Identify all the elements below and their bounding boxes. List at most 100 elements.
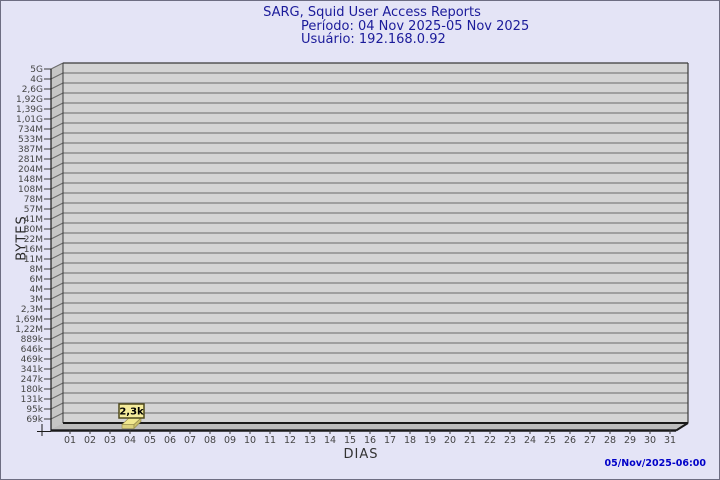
y-tick-label: 22M — [24, 235, 43, 245]
y-tick-label: 108M — [18, 185, 43, 195]
chart-floor — [51, 423, 688, 429]
x-tick-label: 29 — [624, 435, 636, 446]
x-tick-label: 02 — [84, 435, 96, 446]
wall-gridline — [50, 312, 64, 320]
y-tick-label: 646k — [21, 345, 44, 355]
x-tick-label: 07 — [184, 435, 196, 446]
wall-gridline — [50, 402, 64, 410]
x-tick-label: 11 — [264, 435, 276, 446]
x-axis-title: DIAS — [343, 447, 379, 462]
y-tick-label: 11M — [24, 255, 43, 265]
y-tick-label: 4G — [30, 75, 43, 85]
x-tick-label: 04 — [124, 435, 136, 446]
x-tick-label: 25 — [544, 435, 556, 446]
wall-gridline — [50, 162, 64, 170]
y-tick-label: 2,3M — [21, 305, 43, 315]
x-tick-label: 30 — [644, 435, 656, 446]
wall-gridline — [50, 352, 64, 360]
wall-gridline — [50, 212, 64, 220]
wall-gridline — [50, 232, 64, 240]
x-tick-label: 24 — [524, 435, 536, 446]
wall-gridline — [50, 342, 64, 350]
x-tick-label: 08 — [204, 435, 216, 446]
x-tick-label: 28 — [604, 435, 616, 446]
x-tick-label: 16 — [364, 435, 376, 446]
y-tick-label: 57M — [24, 205, 43, 215]
x-tick-label: 19 — [424, 435, 436, 446]
y-tick-label: 204M — [18, 165, 43, 175]
y-axis-title: BYTES — [14, 215, 30, 261]
y-tick-label: 1,39G — [16, 105, 43, 115]
y-tick-label: 4M — [30, 285, 44, 295]
y-tick-label: 6M — [30, 275, 44, 285]
wall-gridline — [50, 92, 64, 100]
y-tick-label: 180k — [21, 385, 44, 395]
wall-gridline — [50, 262, 64, 270]
y-tick-label: 247k — [21, 375, 44, 385]
bar-front-face — [121, 424, 135, 429]
wall-gridline — [50, 242, 64, 250]
wall-gridline — [50, 382, 64, 390]
y-tick-label: 889k — [21, 335, 44, 345]
x-tick-label: 01 — [64, 435, 76, 446]
y-tick-label: 30M — [24, 225, 43, 235]
y-tick-label: 148M — [18, 175, 43, 185]
x-tick-label: 14 — [324, 435, 336, 446]
x-tick-label: 23 — [504, 435, 516, 446]
y-tick-label: 16M — [24, 245, 43, 255]
wall-gridline — [50, 142, 64, 150]
wall-gridline — [50, 282, 64, 290]
wall-gridline — [50, 362, 64, 370]
x-tick-label: 09 — [224, 435, 236, 446]
wall-gridline — [50, 252, 64, 260]
wall-gridline — [50, 322, 64, 330]
report-user: Usuário: 192.168.0.92 — [301, 32, 446, 47]
wall-gridline — [50, 372, 64, 380]
x-tick-label: 06 — [164, 435, 176, 446]
wall-gridline — [50, 182, 64, 190]
x-tick-label: 13 — [304, 435, 316, 446]
y-tick-label: 41M — [24, 215, 43, 225]
wall-gridline — [50, 412, 64, 420]
wall-gridline — [50, 392, 64, 400]
wall-gridline — [50, 62, 64, 70]
wall-gridline — [50, 292, 64, 300]
y-tick-label: 1,01G — [16, 115, 43, 125]
generation-timestamp: 05/Nov/2025-06:00 — [604, 458, 706, 469]
y-tick-label: 5G — [30, 65, 43, 75]
y-tick-label: 387M — [18, 145, 43, 155]
y-tick-label: 469k — [21, 355, 44, 365]
y-tick-label: 533M — [18, 135, 43, 145]
wall-gridline — [50, 172, 64, 180]
x-tick-label: 10 — [244, 435, 256, 446]
x-tick-label: 17 — [384, 435, 396, 446]
report-title: SARG, Squid User Access Reports — [263, 5, 481, 20]
y-tick-label: 69k — [26, 415, 43, 425]
y-tick-label: 1,69M — [15, 315, 43, 325]
wall-gridline — [50, 122, 64, 130]
y-tick-label: 1,22M — [15, 325, 43, 335]
wall-gridline — [50, 332, 64, 340]
x-tick-label: 27 — [584, 435, 596, 446]
y-tick-label: 131k — [21, 395, 44, 405]
wall-gridline — [50, 272, 64, 280]
y-tick-label: 341k — [21, 365, 44, 375]
x-tick-label: 05 — [144, 435, 156, 446]
wall-gridline — [50, 202, 64, 210]
y-tick-label: 78M — [24, 195, 43, 205]
y-tick-label: 2,6G — [22, 85, 43, 95]
wall-gridline — [50, 102, 64, 110]
wall-gridline — [50, 72, 64, 80]
wall-gridline — [50, 82, 64, 90]
x-tick-label: 18 — [404, 435, 416, 446]
x-tick-label: 26 — [564, 435, 576, 446]
x-tick-label: 21 — [464, 435, 476, 446]
wall-gridline — [50, 112, 64, 120]
x-tick-label: 12 — [284, 435, 296, 446]
y-tick-label: 95k — [26, 405, 43, 415]
x-tick-label: 31 — [664, 435, 676, 446]
floor-right-edge — [675, 422, 689, 432]
wall-gridline — [50, 152, 64, 160]
